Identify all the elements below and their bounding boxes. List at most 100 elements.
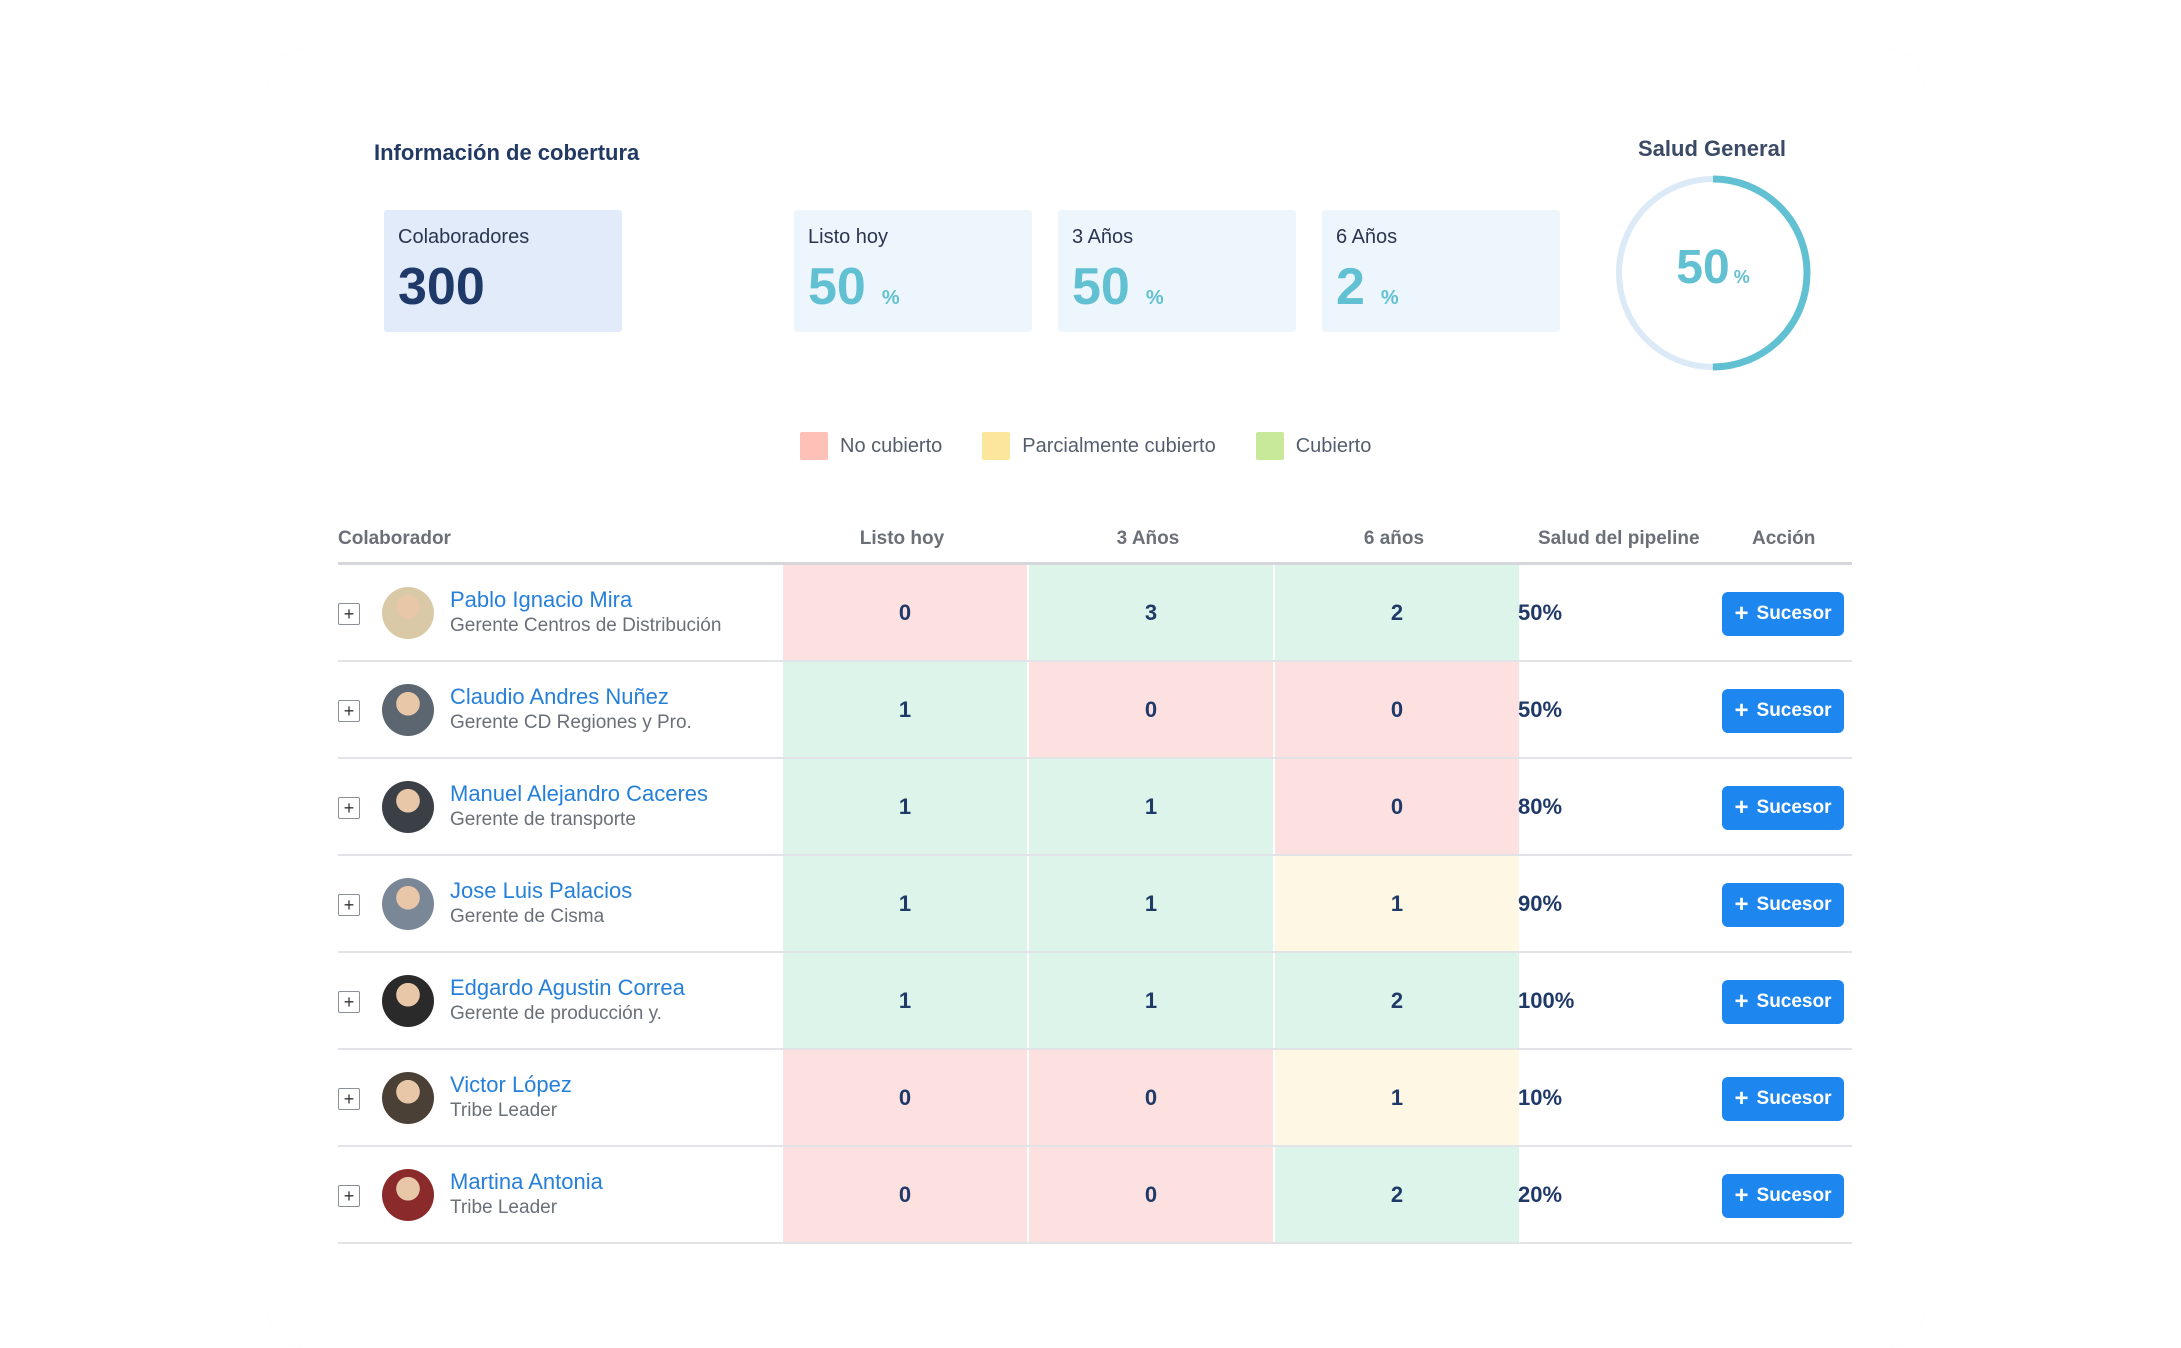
cell-ready-today: 1: [783, 662, 1027, 757]
table-row: + Claudio Andres Nuñez Gerente CD Region…: [338, 662, 1852, 759]
cell-three-years: 1: [1029, 953, 1273, 1048]
pipeline-health: 10%: [1518, 1085, 1563, 1110]
add-successor-button[interactable]: + Sucesor: [1722, 786, 1844, 830]
stat-six-years: 6 Años 2%: [1322, 210, 1560, 332]
avatar: [382, 1072, 434, 1124]
legend-item-not-covered: No cubierto: [800, 432, 942, 460]
add-successor-button[interactable]: + Sucesor: [1722, 592, 1844, 636]
stat-value: 50%: [1072, 258, 1164, 316]
add-successor-button[interactable]: + Sucesor: [1722, 883, 1844, 927]
collaborator-name[interactable]: Manuel Alejandro Caceres: [450, 781, 709, 806]
collaborator-name[interactable]: Pablo Ignacio Mira: [450, 587, 633, 612]
pipeline-health: 100%: [1518, 988, 1575, 1013]
cell-six-years: 0: [1275, 759, 1519, 854]
plus-icon: +: [1734, 600, 1749, 627]
section-title: Información de cobertura: [374, 140, 640, 165]
legend-item-partial: Parcialmente cubierto: [982, 432, 1216, 460]
row-divider: [338, 1145, 1852, 1147]
cell-ready-today: 1: [783, 759, 1027, 854]
table-row: + Victor López Tribe Leader 0 0 1 10% + S…: [338, 1050, 1852, 1147]
row-divider: [338, 854, 1852, 856]
avatar: [382, 684, 434, 736]
collaborator-name[interactable]: Martina Antonia: [450, 1169, 603, 1194]
stat-label: 3 Años: [1072, 226, 1134, 248]
header-divider: [338, 562, 1852, 565]
add-successor-button[interactable]: + Sucesor: [1722, 1077, 1844, 1121]
gauge-title: Salud General: [1638, 136, 1786, 161]
row-divider: [338, 1048, 1852, 1050]
cell-ready-today: 0: [783, 565, 1027, 660]
unit: %: [1145, 287, 1164, 309]
cell-six-years: 1: [1275, 856, 1519, 951]
avatar: [382, 1169, 434, 1221]
stat-value: 300: [398, 258, 485, 316]
cell-ready-today: 0: [783, 1050, 1027, 1145]
expand-button[interactable]: +: [338, 894, 360, 916]
cell-six-years: 2: [1275, 1147, 1519, 1242]
expand-button[interactable]: +: [338, 603, 360, 625]
header-ready-today: Listo hoy: [859, 528, 945, 549]
add-successor-button[interactable]: + Sucesor: [1722, 689, 1844, 733]
expand-button[interactable]: +: [338, 797, 360, 819]
avatar: [382, 975, 434, 1027]
table-header: Colaborador Listo hoy 3 Años 6 años Salu…: [338, 528, 1852, 562]
cell-ready-today: 1: [783, 953, 1027, 1048]
cell-three-years: 1: [1029, 759, 1273, 854]
row-divider: [338, 951, 1852, 953]
gauge-value: 50%: [1676, 241, 1750, 294]
plus-icon: +: [1734, 697, 1749, 724]
expand-button[interactable]: +: [338, 1185, 360, 1207]
avatar: [382, 781, 434, 833]
stat-three-years: 3 Años 50%: [1058, 210, 1296, 332]
row-divider: [338, 660, 1852, 662]
cell-ready-today: 1: [783, 856, 1027, 951]
stat-label: Colaboradores: [398, 226, 530, 248]
table-row: + Jose Luis Palacios Gerente de Cisma 1 …: [338, 856, 1852, 953]
stat-label: Listo hoy: [808, 226, 889, 248]
collaborator-name[interactable]: Claudio Andres Nuñez: [450, 684, 669, 709]
cell-three-years: 3: [1029, 565, 1273, 660]
row-divider: [338, 1242, 1852, 1244]
pipeline-health: 50%: [1518, 697, 1563, 722]
collaborator-role: Gerente de transporte: [450, 809, 636, 830]
add-successor-button[interactable]: + Sucesor: [1722, 1174, 1844, 1218]
collaborator-role: Tribe Leader: [450, 1100, 558, 1121]
cell-six-years: 2: [1275, 565, 1519, 660]
plus-icon: +: [1734, 891, 1749, 918]
collaborator-role: Gerente Centros de Distribución: [450, 615, 722, 636]
avatar: [382, 878, 434, 930]
cell-six-years: 0: [1275, 662, 1519, 757]
collaborator-name[interactable]: Jose Luis Palacios: [450, 878, 633, 903]
legend: No cubierto Parcialmente cubierto Cubier…: [800, 432, 1411, 460]
collaborator-name[interactable]: Edgardo Agustin Correa: [450, 975, 685, 1000]
swatch: [1255, 432, 1284, 460]
table-row: + Edgardo Agustin Correa Gerente de prod…: [338, 953, 1852, 1050]
pipeline-health: 50%: [1518, 600, 1563, 625]
table-row: + Manuel Alejandro Caceres Gerente de tr…: [338, 759, 1852, 856]
stat-ready-today: Listo hoy 50%: [794, 210, 1032, 332]
plus-icon: +: [1734, 794, 1749, 821]
collaborator-name[interactable]: Victor López: [450, 1072, 572, 1097]
stat-collaborators: Colaboradores 300: [384, 210, 622, 332]
unit: %: [1380, 287, 1399, 309]
expand-button[interactable]: +: [338, 700, 360, 722]
pipeline-health: 20%: [1518, 1182, 1563, 1207]
collaborator-role: Gerente de Cisma: [450, 906, 605, 927]
table-row: + Pablo Ignacio Mira Gerente Centros de …: [338, 565, 1852, 662]
expand-button[interactable]: +: [338, 1088, 360, 1110]
collaborator-role: Gerente CD Regiones y Pro.: [450, 712, 692, 733]
cell-six-years: 2: [1275, 953, 1519, 1048]
header-collaborator: Colaborador: [338, 528, 451, 549]
health-gauge: [1615, 175, 1811, 371]
plus-icon: +: [1734, 1085, 1749, 1112]
expand-button[interactable]: +: [338, 991, 360, 1013]
unit: %: [881, 287, 900, 309]
header-six-years: 6 años: [1363, 528, 1425, 549]
unit: %: [1733, 267, 1750, 287]
cell-three-years: 0: [1029, 662, 1273, 757]
add-successor-button[interactable]: + Sucesor: [1722, 980, 1844, 1024]
cell-ready-today: 0: [783, 1147, 1027, 1242]
header-pipeline-health: Salud del pipeline: [1538, 528, 1700, 549]
header-action: Acción: [1752, 528, 1816, 549]
legend-item-covered: Cubierto: [1255, 432, 1371, 460]
